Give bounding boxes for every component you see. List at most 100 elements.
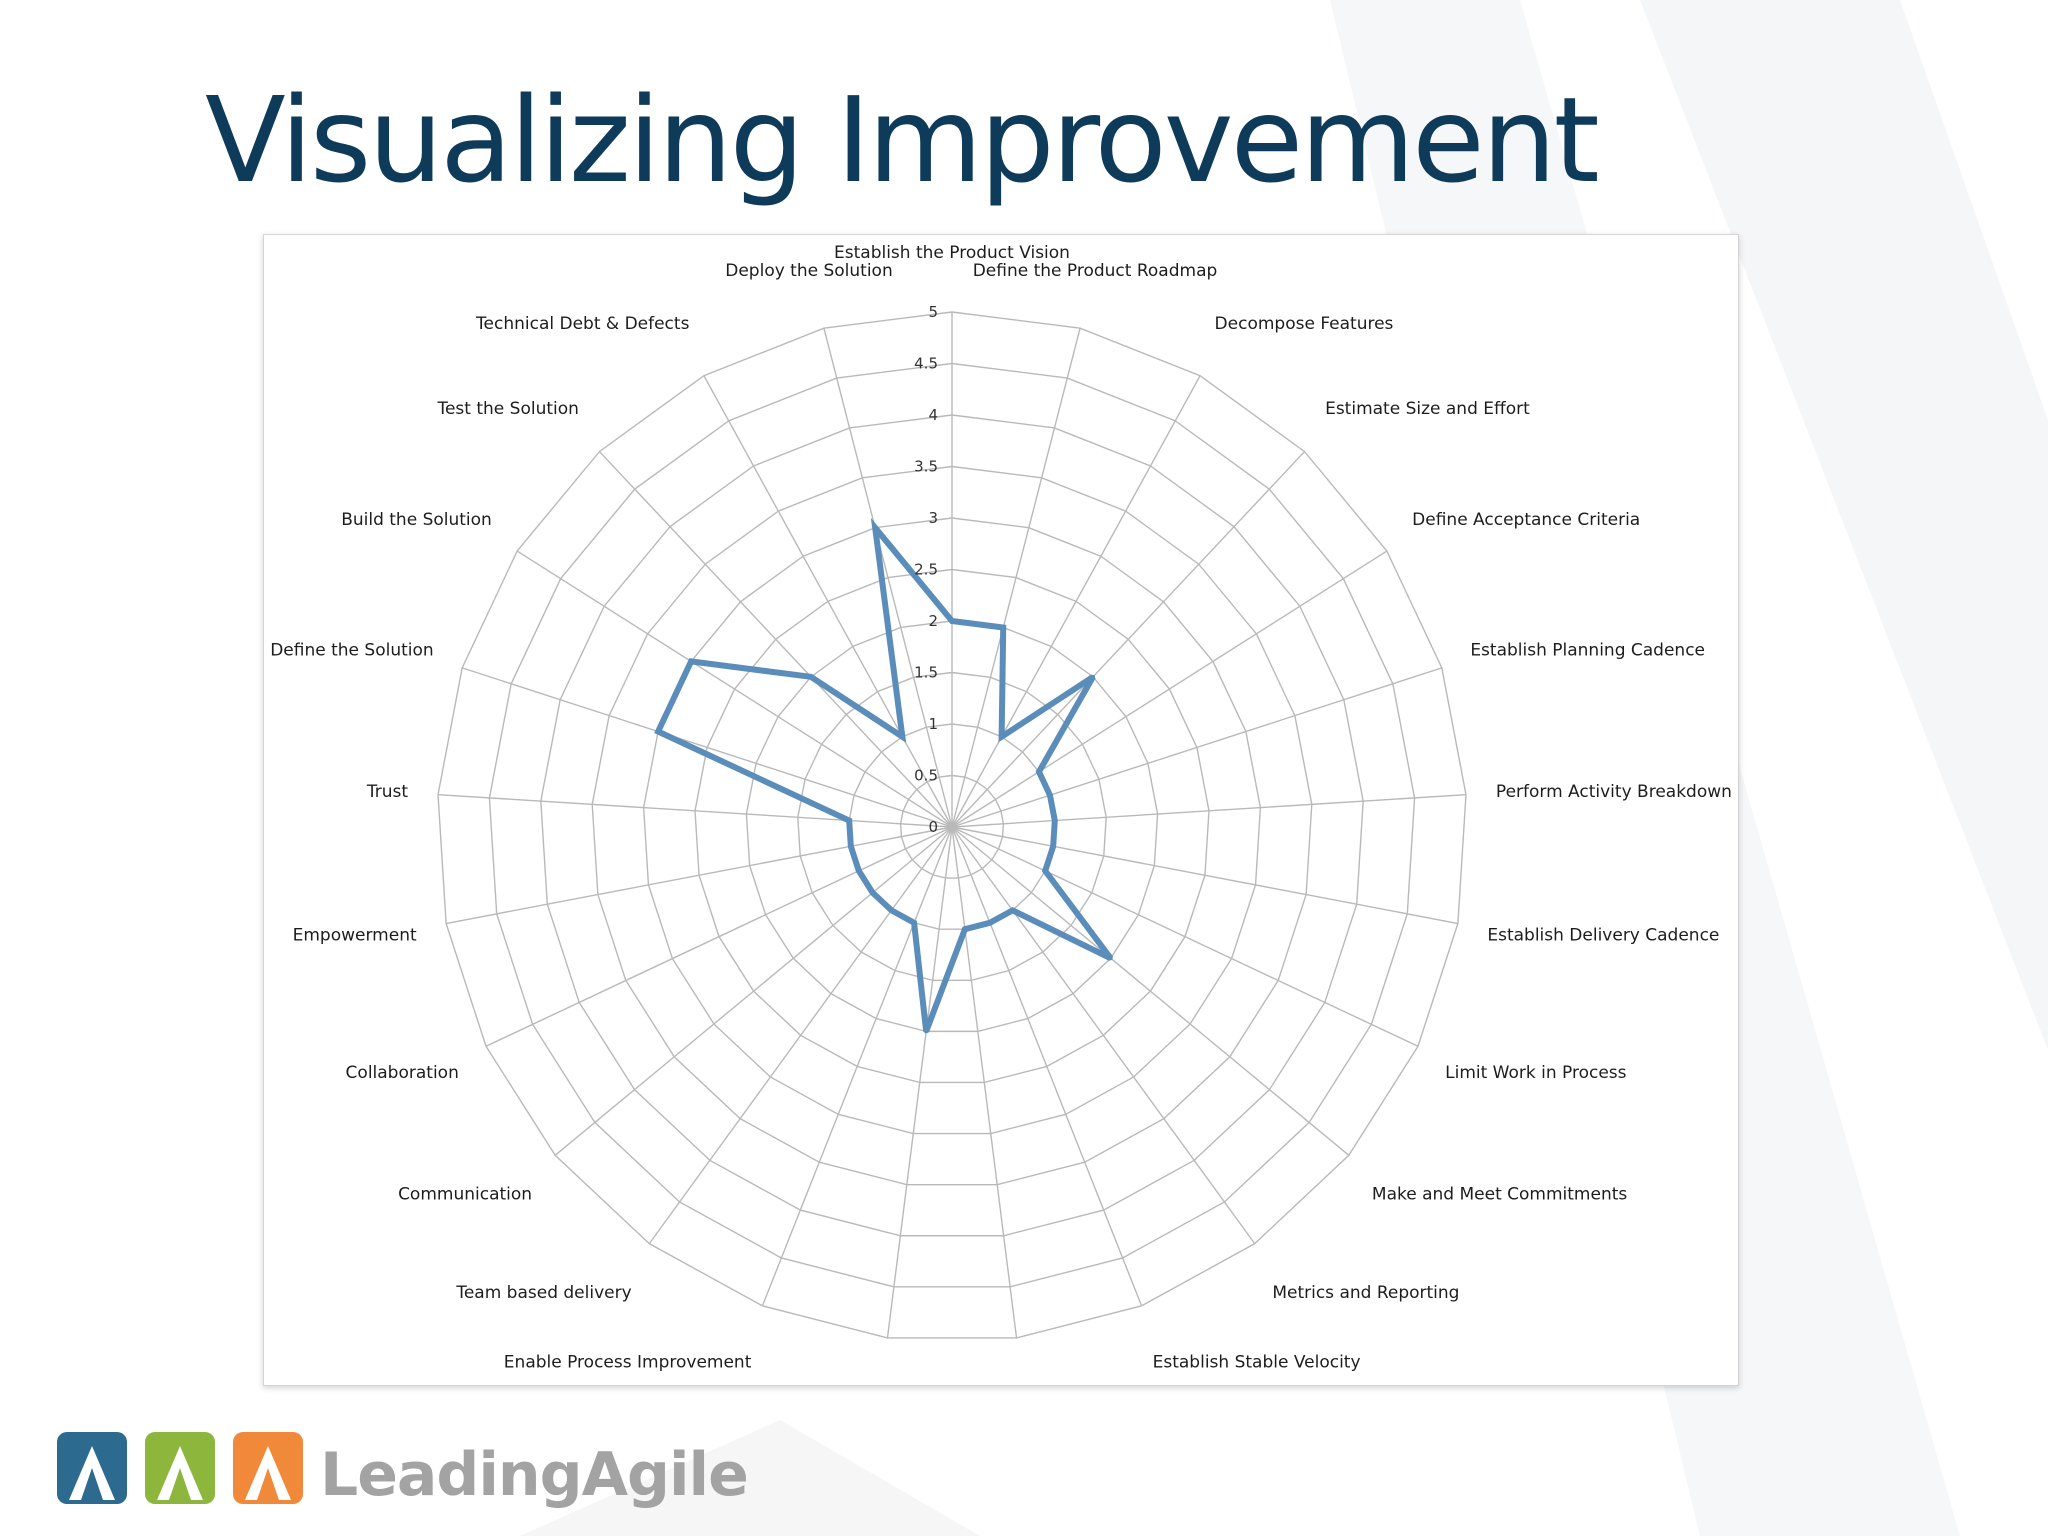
category-label: Team based delivery — [455, 1283, 631, 1303]
data-point — [950, 619, 954, 623]
tick-label: 2.5 — [914, 561, 938, 579]
data-point — [689, 659, 694, 664]
series-line — [654, 517, 1114, 1033]
grid-spoke — [516, 550, 953, 828]
tick-label: 3 — [928, 509, 938, 527]
data-point — [1043, 868, 1048, 873]
grid-ring — [694, 568, 1210, 1084]
radar-chart: 0 0.5 1 1.5 2 2.5 3 3.5 4 4.5 5 Establish the Prod… — [263, 234, 1739, 1386]
data-point — [847, 818, 852, 823]
data-point — [1091, 674, 1096, 679]
tick-label: 3.5 — [914, 458, 938, 476]
data-point — [870, 890, 875, 895]
grid-spoke — [703, 375, 953, 828]
data-point — [873, 525, 878, 530]
grid-spoke — [951, 826, 1459, 925]
tick-label: 2 — [928, 612, 938, 630]
category-label: Establish Stable Velocity — [1153, 1353, 1361, 1373]
category-label: Empowerment — [293, 926, 417, 946]
radar-chart-svg: 0 0.5 1 1.5 2 2.5 3 3.5 4 4.5 5 Establish the Prod… — [270, 243, 1732, 1373]
grid-spoke — [951, 826, 1256, 1245]
logo-text: LeadingAgile — [320, 1440, 749, 1510]
category-label: Estimate Size and Effort — [1325, 399, 1530, 419]
grid-ring — [437, 311, 1467, 1339]
grid-spoke — [951, 451, 1306, 828]
data-point — [1036, 769, 1041, 774]
grid-ring — [797, 671, 1107, 981]
category-label: Trust — [366, 782, 409, 802]
data-point — [912, 920, 917, 925]
category-label: Define the Product Roadmap — [973, 261, 1218, 281]
data-point — [1047, 793, 1052, 798]
category-label: Enable Process Improvement — [504, 1353, 752, 1373]
data-point — [987, 920, 992, 925]
tick-label: 1 — [928, 715, 938, 733]
category-label: Define the Solution — [270, 640, 433, 660]
grid-spoke — [761, 826, 953, 1307]
grid-ring — [540, 414, 1364, 1237]
grid-ring — [899, 774, 1005, 879]
grid-spoke — [951, 375, 1201, 828]
grid-spoke — [951, 793, 1467, 828]
data-point — [999, 734, 1004, 739]
grid-spoke — [437, 793, 953, 828]
grid-ring — [745, 620, 1159, 1033]
grid-spoke — [951, 826, 1018, 1339]
data-point — [1010, 908, 1015, 913]
category-label: Define Acceptance Criteria — [1412, 510, 1640, 530]
category-label: Make and Meet Commitments — [1372, 1185, 1627, 1205]
category-label: Perform Activity Breakdown — [1496, 782, 1732, 802]
category-label: Establish Delivery Cadence — [1487, 926, 1719, 946]
slide-title: Visualizing Improvement — [205, 71, 1600, 209]
category-label: Technical Debt & Defects — [475, 314, 690, 334]
logo-blue-icon — [57, 1432, 127, 1504]
category-label: Metrics and Reporting — [1272, 1283, 1459, 1303]
data-point — [1108, 956, 1113, 961]
data-point — [1001, 625, 1006, 630]
grid-spoke — [648, 826, 953, 1245]
grid-spoke — [461, 667, 953, 828]
tick-label: 1.5 — [914, 664, 938, 682]
logo-orange-icon — [233, 1432, 303, 1504]
logo-green-icon — [145, 1432, 215, 1504]
category-label: Deploy the Solution — [725, 261, 893, 281]
data-point — [889, 908, 894, 913]
grid-ring — [591, 465, 1313, 1186]
tick-label: 4 — [928, 406, 938, 424]
data-point — [1052, 818, 1057, 823]
logo-mark-icon — [57, 1432, 303, 1522]
category-label: Build the Solution — [341, 510, 492, 530]
category-label: Establish the Product Vision — [834, 243, 1070, 263]
grid-spoke — [823, 328, 953, 828]
tick-label: 4.5 — [914, 355, 938, 373]
grid-spoke — [951, 550, 1388, 828]
data-point — [924, 1029, 929, 1034]
data-point — [808, 674, 813, 679]
category-label: Test the Solution — [436, 399, 578, 419]
grid-ring — [488, 362, 1416, 1288]
category-label: Collaboration — [346, 1063, 459, 1083]
category-label: Establish Planning Cadence — [1470, 640, 1705, 660]
category-label: Communication — [398, 1185, 532, 1205]
grid-spoke — [951, 826, 1350, 1156]
data-point — [962, 927, 967, 932]
grid-spoke — [951, 328, 1081, 828]
grid-spoke — [951, 667, 1443, 828]
grid-spoke — [951, 826, 1419, 1047]
grid-spoke — [886, 826, 953, 1339]
tick-label: 0 — [928, 818, 938, 836]
data-point — [656, 729, 661, 734]
data-point — [848, 844, 853, 849]
grid-spoke — [951, 826, 1143, 1307]
grid-spoke — [445, 826, 953, 925]
tick-label: 0.5 — [914, 767, 938, 785]
data-point — [1051, 844, 1056, 849]
grid-spoke — [598, 451, 953, 828]
category-label: Limit Work in Process — [1445, 1063, 1627, 1083]
category-label: Decompose Features — [1215, 314, 1394, 334]
data-point — [900, 734, 905, 739]
grid-spoke — [554, 826, 953, 1156]
grid-spoke — [485, 826, 953, 1047]
tick-label: 5 — [928, 303, 938, 321]
data-point — [856, 868, 861, 873]
